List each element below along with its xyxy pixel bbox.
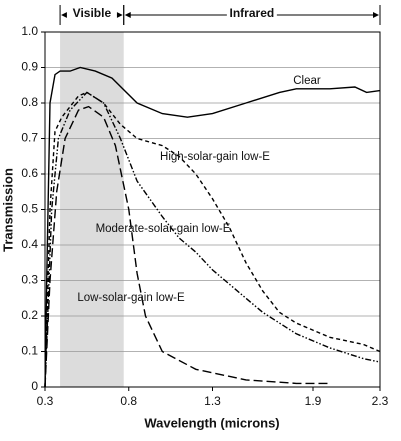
region-label: Visible <box>73 6 112 20</box>
y-tick-label: 0.7 <box>21 131 38 145</box>
y-tick-label: 0.1 <box>21 344 38 358</box>
series-label: High-solar-gain low-E <box>160 151 270 163</box>
series-line <box>44 105 330 388</box>
series-line <box>44 91 381 388</box>
y-tick-label: 0.3 <box>21 273 38 287</box>
y-tick-label: 0.6 <box>21 166 38 180</box>
x-tick-label: 1.3 <box>204 394 221 408</box>
y-tick-label: 0 <box>31 379 38 393</box>
series-label: Clear <box>293 75 321 87</box>
y-axis-title: Transmission <box>0 168 15 252</box>
region-label-bg <box>226 6 277 22</box>
x-tick-label: 0.8 <box>120 394 137 408</box>
x-tick-label: 1.9 <box>305 394 322 408</box>
y-tick-label: 0.9 <box>21 60 38 74</box>
series-line <box>44 91 381 388</box>
series-label: Moderate-solar-gain low-E <box>96 223 231 235</box>
x-tick-label: 0.3 <box>37 394 54 408</box>
region-label: Infrared <box>230 6 275 20</box>
plot-frame <box>44 31 381 388</box>
y-tick-label: 0.2 <box>21 308 38 322</box>
y-tick-label: 0.4 <box>21 237 38 251</box>
y-tick-label: 0.5 <box>21 202 38 216</box>
y-tick-label: 0.8 <box>21 95 38 109</box>
region-label-bg <box>66 6 117 22</box>
x-tick-label: 2.3 <box>372 394 389 408</box>
series-line <box>44 66 381 388</box>
y-tick-label: 1.0 <box>21 24 38 38</box>
x-axis-title: Wavelength (microns) <box>144 415 279 430</box>
series-label: Low-solar-gain low-E <box>77 292 185 304</box>
